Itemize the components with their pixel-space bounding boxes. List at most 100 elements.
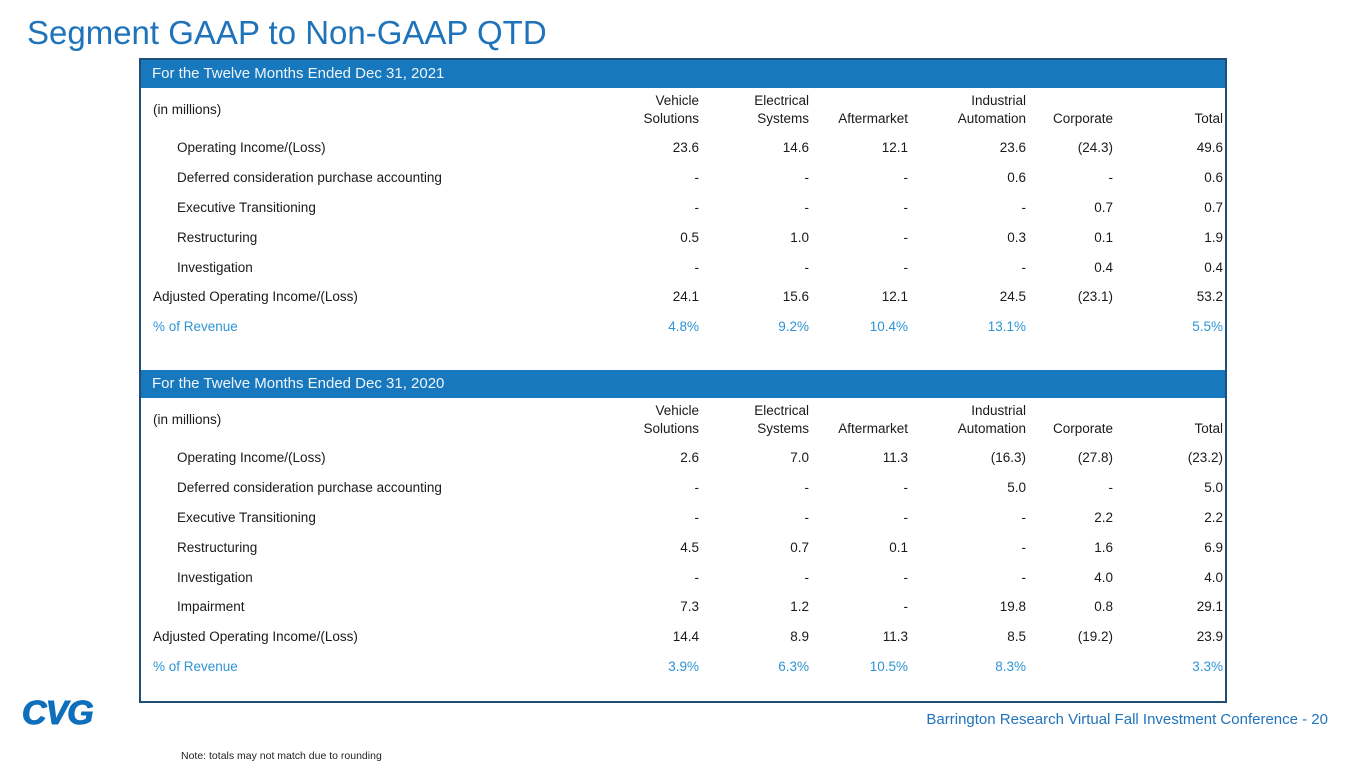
cell-value: 13.1%	[987, 319, 1026, 335]
row-label: Restructuring	[177, 539, 258, 555]
table-row: % of Revenue 4.8% 9.2% 10.4% 13.1% 5.5%	[141, 312, 1225, 342]
row-label: Executive Transitioning	[177, 510, 316, 526]
cell-value: 0.8	[1094, 599, 1113, 615]
table-row: Deferred consideration purchase accounti…	[141, 163, 1225, 193]
row-label: Investigation	[177, 259, 253, 275]
cell-value: 8.3%	[995, 659, 1026, 675]
cell-value: 24.1	[672, 289, 699, 305]
cell-value: (23.2)	[1187, 450, 1223, 466]
gaap-tables-panel: For the Twelve Months Ended Dec 31, 2021…	[139, 58, 1227, 703]
cell-value: 53.2	[1196, 289, 1223, 305]
cell-value: 19.8	[999, 599, 1026, 615]
cell-value: 5.0	[1204, 480, 1223, 496]
table-row: Operating Income/(Loss) 23.6 14.6 12.1 23.6 (…	[141, 133, 1225, 163]
cell-value: 0.1	[889, 539, 908, 555]
cell-value: 2.2	[1204, 510, 1223, 526]
cell-value: (23.1)	[1077, 289, 1113, 305]
cell-value: -	[903, 480, 909, 496]
cell-value: -	[804, 200, 810, 216]
table-row: Restructuring 4.5 0.7 0.1 - 1.6 6.9	[141, 532, 1225, 562]
cell-value: -	[903, 200, 909, 216]
table-row: % of Revenue 3.9% 6.3% 10.5% 8.3% 3.3%	[141, 652, 1225, 682]
row-label: Operating Income/(Loss)	[177, 140, 326, 156]
cell-value: -	[903, 599, 909, 615]
cell-value: 23.6	[672, 140, 699, 156]
table-row: Impairment 7.3 1.2 - 19.8 0.8 29.1	[141, 592, 1225, 622]
column-header: Corporate	[1052, 420, 1113, 436]
footer-conference-title: Barrington Research Virtual Fall Investm…	[926, 711, 1328, 728]
cell-value: 0.7	[790, 539, 809, 555]
table-row: Investigation - - - - 0.4 0.4	[141, 252, 1225, 282]
cell-value: -	[903, 569, 909, 585]
table-2021-header-bar: For the Twelve Months Ended Dec 31, 2021	[141, 60, 1225, 88]
column-header: Vehicle Solutions	[643, 403, 699, 436]
row-label: % of Revenue	[153, 659, 238, 675]
cell-value: (19.2)	[1077, 629, 1113, 645]
table-row: Investigation - - - - 4.0 4.0	[141, 562, 1225, 592]
row-label: Adjusted Operating Income/(Loss)	[153, 629, 358, 645]
cell-value: 2.2	[1094, 510, 1113, 526]
cell-value: 0.7	[1094, 200, 1113, 216]
cell-value: 6.9	[1204, 539, 1223, 555]
table-row: Adjusted Operating Income/(Loss) 14.4 8.9 1…	[141, 622, 1225, 652]
table-2021: (in millions) Vehicle Solutions Electrical…	[141, 88, 1225, 342]
column-header-row: (in millions) Vehicle Solutions Electrical…	[141, 398, 1225, 443]
cell-value: 29.1	[1196, 599, 1223, 615]
cell-value: -	[903, 510, 909, 526]
cell-value: 0.4	[1204, 259, 1223, 275]
cell-value: 0.6	[1007, 170, 1026, 186]
cell-value: 0.1	[1094, 229, 1113, 245]
cell-value: 6.3%	[778, 659, 809, 675]
cell-value: -	[1108, 480, 1114, 496]
cell-value: (16.3)	[990, 450, 1026, 466]
cell-value: 1.2	[790, 599, 809, 615]
row-label: Impairment	[177, 599, 245, 615]
cell-value: 4.8%	[668, 319, 699, 335]
cell-value: 9.2%	[778, 319, 809, 335]
unit-label: (in millions)	[153, 101, 222, 117]
cell-value: 11.3	[882, 629, 908, 645]
cell-value: -	[1021, 569, 1027, 585]
cell-value: -	[694, 480, 700, 496]
cell-value: 7.3	[680, 599, 699, 615]
cell-value: 1.6	[1094, 539, 1113, 555]
table-2020: (in millions) Vehicle Solutions Electrical…	[141, 398, 1225, 681]
cell-value: 5.5%	[1192, 319, 1223, 335]
cell-value: 0.3	[1007, 229, 1026, 245]
column-header: Aftermarket	[838, 110, 908, 126]
row-label: Executive Transitioning	[177, 200, 316, 216]
cell-value: 0.4	[1094, 259, 1113, 275]
cell-value: 23.9	[1196, 629, 1223, 645]
cell-value: -	[903, 259, 909, 275]
cell-value: -	[1021, 510, 1027, 526]
row-label: Restructuring	[177, 229, 258, 245]
row-label: Adjusted Operating Income/(Loss)	[153, 289, 358, 305]
cell-value: -	[694, 200, 700, 216]
cell-value: -	[804, 170, 810, 186]
cell-value: -	[1021, 259, 1027, 275]
cell-value: -	[694, 259, 700, 275]
cell-value: 14.6	[782, 140, 809, 156]
cell-value: -	[694, 510, 700, 526]
row-label: % of Revenue	[153, 319, 238, 335]
cell-value: 2.6	[680, 450, 699, 466]
table-2020-header-bar: For the Twelve Months Ended Dec 31, 2020	[141, 370, 1225, 398]
column-header: Industrial Automation	[957, 93, 1026, 126]
column-header: Industrial Automation	[957, 403, 1026, 436]
cell-value: -	[804, 510, 810, 526]
column-header: Electrical Systems	[754, 93, 809, 126]
column-header: Aftermarket	[838, 420, 908, 436]
cell-value: -	[903, 170, 909, 186]
table-row: Executive Transitioning - - - - 2.2 2.2	[141, 503, 1225, 533]
cell-value: 7.0	[790, 450, 809, 466]
table-row: Adjusted Operating Income/(Loss) 24.1 15.6…	[141, 282, 1225, 312]
cell-value: 3.3%	[1192, 659, 1223, 675]
cell-value: 3.9%	[668, 659, 699, 675]
cell-value: 11.3	[882, 450, 908, 466]
cvg-logo: CVG	[22, 694, 94, 732]
cell-value: 8.9	[790, 629, 809, 645]
cell-value: -	[804, 259, 810, 275]
cell-value: 24.5	[999, 289, 1026, 305]
footer-rounding-note: Note: totals may not match due to roundi…	[181, 750, 382, 762]
